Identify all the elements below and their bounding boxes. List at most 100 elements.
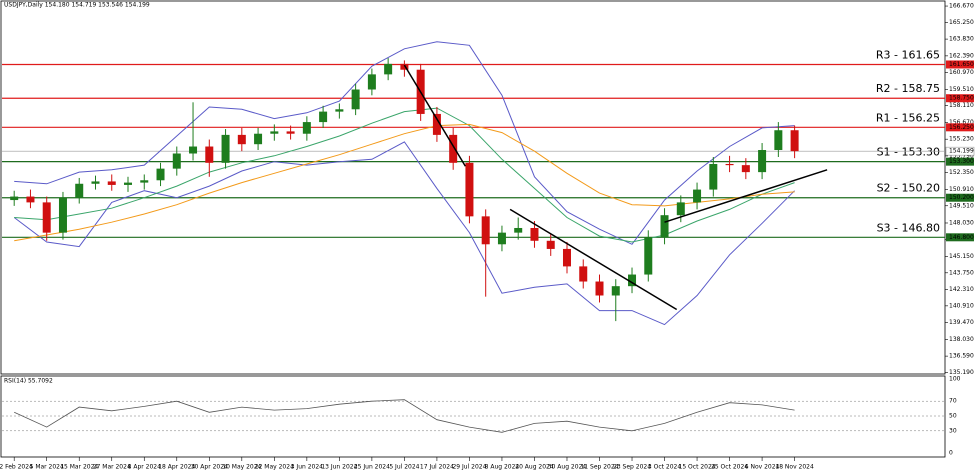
candle-body — [270, 131, 279, 134]
candle-body — [481, 216, 490, 245]
level-axis-label: 146.800 — [949, 234, 974, 241]
level-axis-box — [946, 123, 974, 132]
y-tick-label: 138.030 — [949, 336, 974, 343]
x-tick-label: 30 Apr 2024 — [191, 464, 228, 471]
y-tick-label: 166.670 — [949, 3, 974, 10]
y-tick-label: 160.970 — [949, 69, 974, 76]
trendline — [664, 169, 828, 223]
candle-body — [676, 202, 685, 216]
candle-body — [660, 215, 669, 238]
candle-body — [335, 109, 344, 112]
candle-body — [579, 266, 588, 282]
candle-body — [595, 281, 604, 296]
rsi-tick-label: 30 — [949, 427, 957, 434]
rsi-tick-label: 0 — [949, 450, 953, 457]
candle-body — [546, 240, 555, 249]
y-tick-label: 145.150 — [949, 253, 974, 260]
level-axis-label: 158.750 — [949, 95, 974, 102]
y-tick-label: 153.790 — [949, 152, 974, 159]
y-tick-label: 139.470 — [949, 319, 974, 326]
y-tick-label: 155.230 — [949, 136, 974, 143]
y-tick-label: 162.390 — [949, 52, 974, 59]
x-tick-label: 18 Apr 2024 — [158, 464, 195, 471]
candle-body — [156, 168, 165, 181]
y-tick-label: 156.670 — [949, 119, 974, 126]
candle-body — [351, 89, 360, 110]
level-label: S1 - 153.30 — [877, 146, 940, 159]
y-tick-label: 163.830 — [949, 36, 974, 43]
indicator-line — [14, 107, 795, 243]
x-tick-label: 15 Oct 2024 — [679, 464, 716, 471]
x-tick-label: 6 Nov 2024 — [745, 464, 780, 471]
x-tick-label: 5 Jul 2024 — [389, 464, 419, 471]
rsi-tick-label: 70 — [949, 398, 957, 405]
candle-body — [432, 113, 441, 135]
candle-body — [449, 134, 458, 163]
x-tick-label: 10 May 2024 — [222, 464, 261, 471]
trendline — [509, 208, 678, 311]
level-label: S2 - 150.20 — [877, 182, 940, 195]
candle-body — [107, 181, 116, 185]
x-tick-label: 3 Jun 2024 — [291, 464, 323, 471]
x-tick-label: 29 Jul 2024 — [452, 464, 486, 471]
candle-body — [400, 63, 409, 70]
x-tick-label: 25 Oct 2024 — [711, 464, 748, 471]
last-price-label: 154.199 — [949, 148, 974, 155]
candle-body — [10, 196, 19, 201]
candle-body — [514, 227, 523, 233]
candle-body — [644, 237, 653, 275]
y-tick-label: 136.590 — [949, 353, 974, 360]
candle-body — [497, 232, 506, 245]
level-label: R3 - 161.65 — [876, 48, 940, 61]
x-tick-label: 27 Mar 2024 — [93, 464, 131, 471]
x-tick-label: 22 Feb 2024 — [0, 464, 33, 471]
candle-body — [26, 196, 35, 203]
candle-body — [205, 146, 214, 163]
candle-body — [58, 197, 67, 233]
rsi-tick-label: 50 — [949, 413, 957, 420]
y-tick-label: 140.910 — [949, 302, 974, 309]
indicator-line — [13, 141, 795, 326]
level-label: S3 - 146.80 — [877, 221, 940, 234]
candle-body — [741, 165, 750, 173]
x-tick-label: 15 Mar 2024 — [60, 464, 98, 471]
candle-body — [319, 111, 328, 123]
y-tick-label: 165.250 — [949, 19, 974, 26]
trendline — [403, 64, 467, 167]
level-axis-label: 161.650 — [949, 61, 974, 68]
candle-body — [286, 131, 295, 134]
level-axis-box — [946, 94, 974, 103]
y-tick-label: 152.350 — [949, 169, 974, 176]
candle-body — [611, 286, 620, 296]
y-tick-label: 143.750 — [949, 269, 974, 276]
candle-body — [221, 134, 230, 163]
candle-body — [75, 183, 84, 198]
candle-body — [693, 189, 702, 203]
candle-body — [530, 227, 539, 241]
candle-body — [140, 180, 149, 183]
candle-body — [562, 248, 571, 267]
candle-body — [790, 130, 799, 152]
level-label: R1 - 156.25 — [876, 111, 940, 124]
y-tick-label: 150.910 — [949, 186, 974, 193]
candle-body — [172, 153, 181, 169]
price-pane — [0, 0, 946, 375]
level-axis-box — [946, 233, 974, 242]
candle-body — [302, 122, 311, 134]
chart-title: USDJPY,Daily 154.180 154.719 153.546 154… — [4, 2, 150, 9]
level-label: R2 - 158.75 — [876, 82, 940, 95]
candle-body — [628, 274, 637, 287]
candle-body — [42, 202, 51, 233]
candle-body — [758, 150, 767, 173]
candle-body — [709, 163, 718, 190]
level-axis-label: 150.200 — [949, 194, 974, 201]
x-tick-label: 17 Jul 2024 — [420, 464, 454, 471]
level-axis-label: 156.250 — [949, 124, 974, 131]
rsi-title: RSI(14) 55.7092 — [4, 378, 53, 385]
y-tick-label: 135.190 — [949, 369, 974, 376]
candle-body — [91, 181, 100, 184]
x-tick-label: 20 Aug 2024 — [515, 464, 554, 471]
x-tick-label: 18 Nov 2024 — [775, 464, 814, 471]
